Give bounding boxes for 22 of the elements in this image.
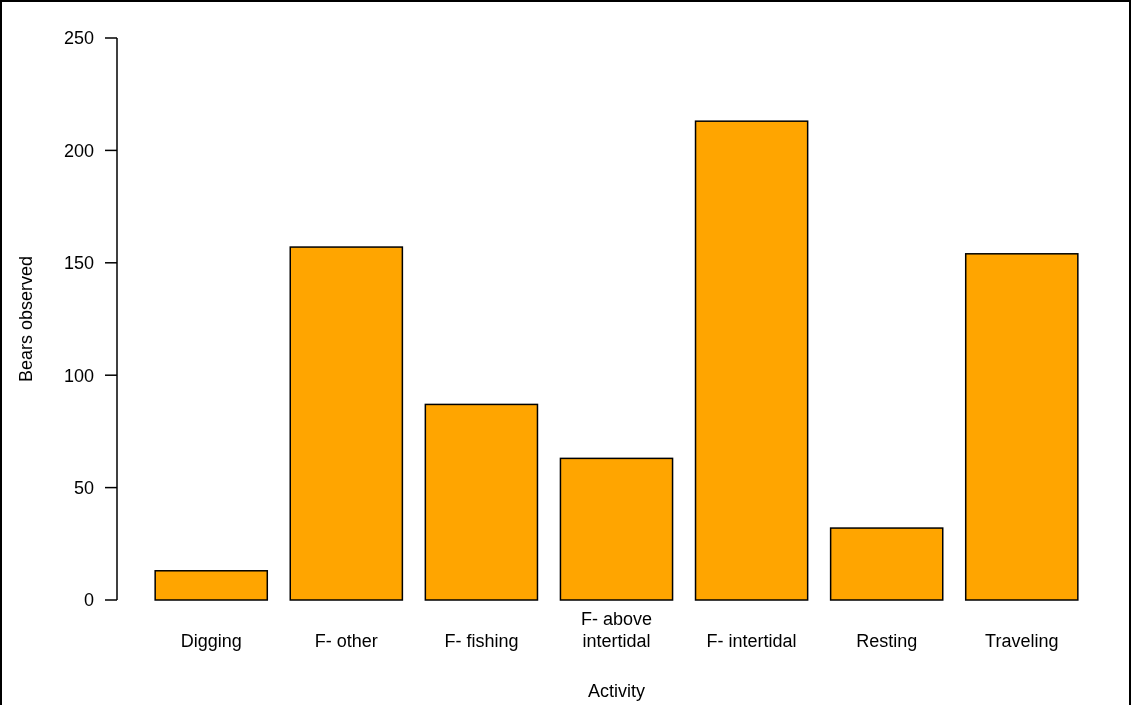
y-tick-label: 100 [63,365,94,386]
bar [829,527,944,601]
x-tick-label: Resting [856,631,918,651]
bar [694,120,809,601]
bar [559,457,674,601]
y-tick-label: 250 [63,28,94,49]
y-tick-label: 0 [83,590,94,611]
bar [154,570,269,601]
y-tick-label: 200 [63,140,94,161]
y-axis-title: Bears observed [16,255,36,383]
bar [424,403,539,601]
x-tick-label: F- above intertidal [580,609,653,651]
bar [964,253,1079,601]
x-tick-label: Digging [180,631,242,651]
x-tick-label: F- other [314,631,378,651]
x-tick-label: F- intertidal [706,631,797,651]
x-tick-label: Traveling [985,631,1059,651]
bar [289,246,404,601]
y-tick-label: 50 [73,477,94,498]
x-tick-label: F- fishing [444,631,519,651]
x-axis-title: Activity [587,681,646,701]
y-tick-label: 150 [63,253,94,274]
